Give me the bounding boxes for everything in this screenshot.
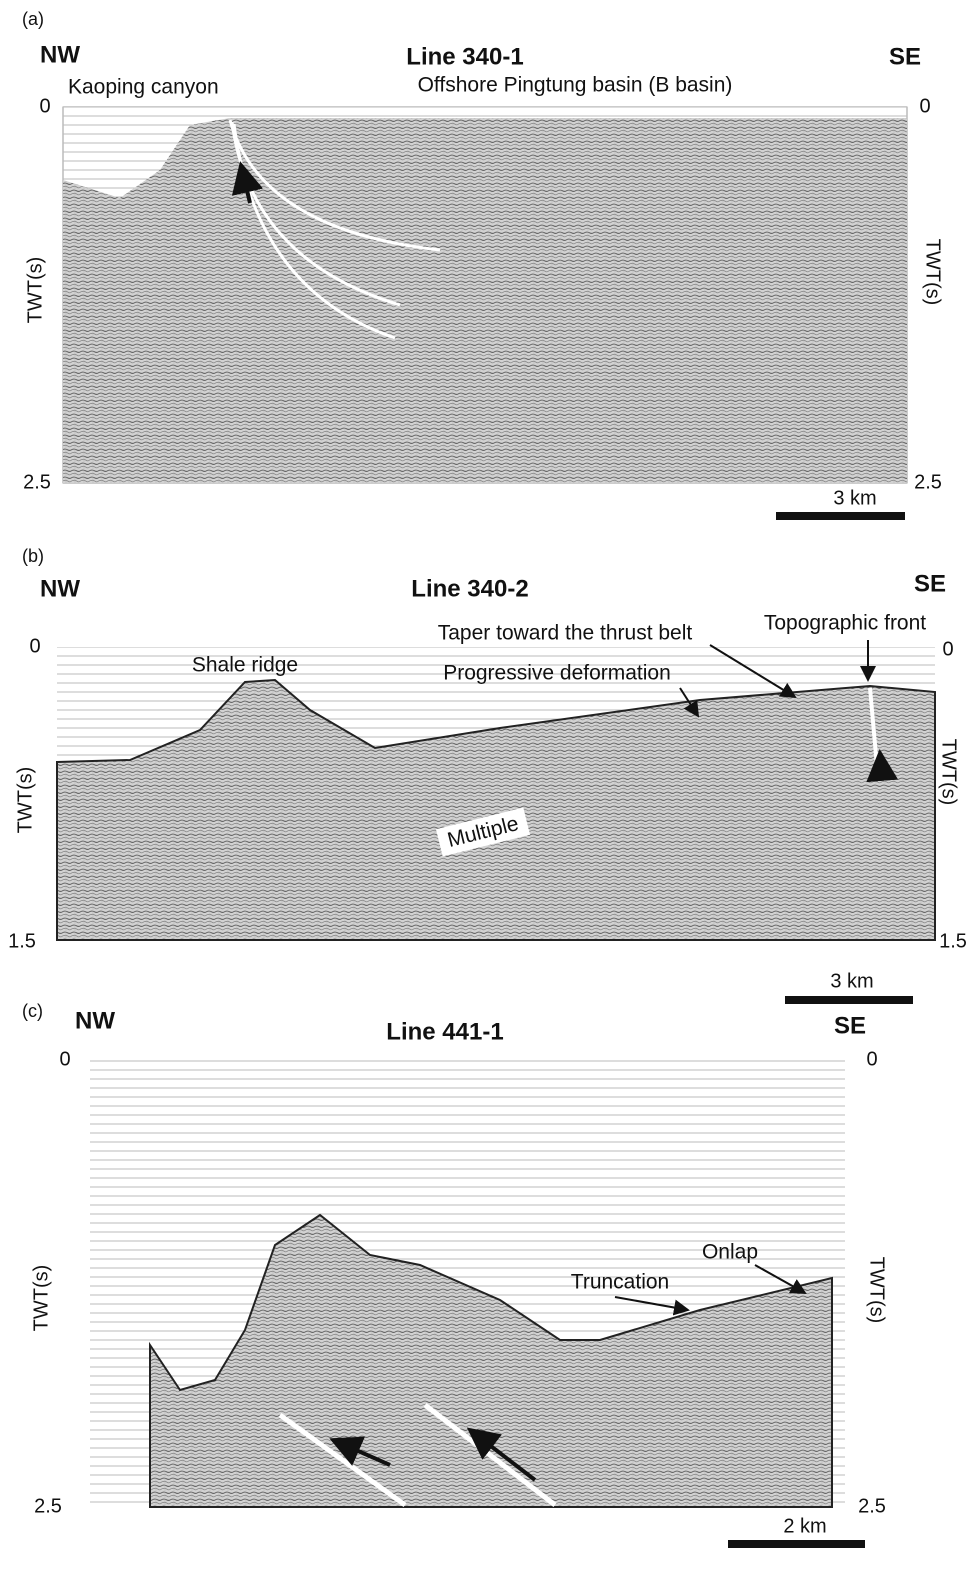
arrow	[709, 644, 797, 699]
seismic-section	[56, 678, 936, 941]
direction: NW	[40, 575, 80, 602]
annotation: Onlap	[702, 1241, 758, 1264]
axis-label: 0	[29, 635, 40, 657]
annotation: Shale ridge	[192, 654, 298, 677]
arrow	[754, 1264, 807, 1294]
annotation: Topographic front	[764, 612, 926, 635]
axis-label: 2.5	[34, 1495, 62, 1517]
axis-label: 0	[919, 95, 930, 117]
panel-title: Line 340-1	[406, 43, 523, 70]
annotation: Truncation	[571, 1271, 669, 1294]
axis-label: 2.5	[858, 1495, 886, 1517]
arrow	[866, 749, 899, 783]
axis-title: TWT(s)	[30, 1265, 52, 1332]
annotation: Kaoping canyon	[68, 76, 219, 99]
panel-c: (c) NW Line 441-1 SE Onlap Truncation 0 …	[22, 1001, 888, 1548]
axis-label: 0	[59, 1048, 70, 1070]
panel-label: (c)	[22, 1001, 43, 1021]
arrow	[679, 687, 700, 718]
arrow	[329, 1436, 391, 1467]
axis-title: TWT(s)	[24, 257, 46, 324]
scale-label: 2 km	[783, 1515, 826, 1537]
axis-title: TWT(s)	[866, 1257, 888, 1324]
seismic-section	[149, 1213, 833, 1508]
axis-label: 0	[39, 95, 50, 117]
annotation: Taper toward the thrust belt	[438, 622, 693, 645]
arrow	[231, 161, 264, 204]
panel-title: Line 441-1	[386, 1018, 503, 1045]
scale-label: 3 km	[830, 970, 873, 992]
scale-label: 3 km	[833, 487, 876, 509]
direction: NW	[75, 1007, 115, 1034]
axis-label: 2.5	[23, 471, 51, 493]
arrow	[466, 1427, 537, 1482]
annotation: Offshore Pingtung basin (B basin)	[418, 74, 733, 97]
seismic-section	[63, 118, 907, 483]
panel-title: Line 340-2	[411, 575, 528, 602]
axis-label: 1.5	[939, 930, 967, 952]
axis-label: 2.5	[914, 471, 942, 493]
axis-label: 0	[942, 638, 953, 660]
direction: SE	[914, 570, 946, 597]
panel-label: (a)	[22, 9, 44, 29]
axis-title: TWT(s)	[922, 239, 944, 306]
panel-a: (a) NW Line 340-1 SE Kaoping canyon Offs…	[22, 9, 944, 520]
scale-bar	[776, 512, 905, 520]
panel-label: (b)	[22, 546, 44, 566]
direction: SE	[834, 1012, 866, 1039]
direction: NW	[40, 41, 80, 68]
scale-bar	[728, 1540, 865, 1548]
direction: SE	[889, 43, 921, 70]
panel-b: (b) NW Line 340-2 SE Shale ridge Taper t…	[8, 546, 967, 1004]
arrow	[614, 1296, 690, 1316]
axis-title: TWT(s)	[938, 739, 960, 806]
annotation: Progressive deformation	[443, 662, 671, 685]
scale-bar	[785, 996, 913, 1004]
axis-title: TWT(s)	[14, 767, 36, 834]
axis-label: 0	[866, 1048, 877, 1070]
axis-label: 1.5	[8, 930, 36, 952]
label-bg	[435, 807, 531, 857]
